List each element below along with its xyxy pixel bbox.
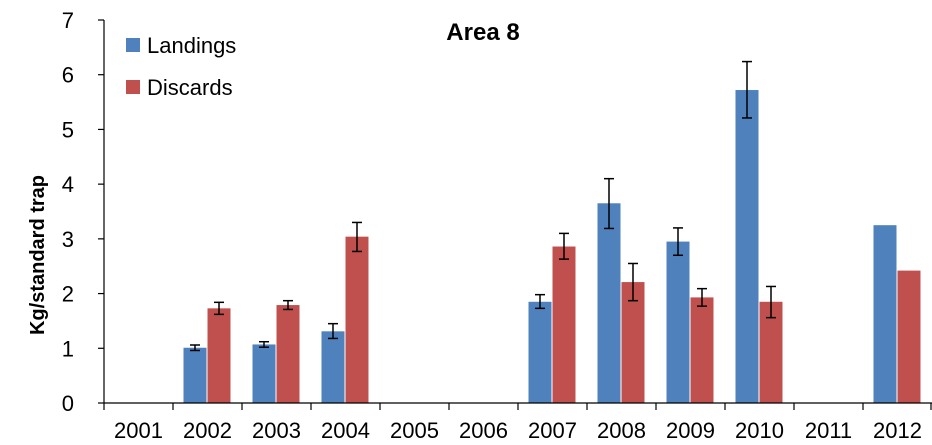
y-tick-label-4: 4 <box>62 172 74 197</box>
x-tick-label-2012: 2012 <box>873 418 922 443</box>
error-bar-landings-2009 <box>673 227 683 257</box>
x-tick-label-2001: 2001 <box>114 418 163 443</box>
x-tick-label-2003: 2003 <box>252 418 301 443</box>
x-tick-label-2009: 2009 <box>666 418 715 443</box>
bar-discards-2009 <box>690 297 714 403</box>
bar-landings-2010 <box>735 90 759 403</box>
error-bar-discards-2004 <box>352 221 362 253</box>
x-tick-label-2004: 2004 <box>321 418 370 443</box>
error-bar-landings-2003 <box>259 340 269 348</box>
error-bar-discards-2007 <box>559 232 569 260</box>
bar-landings-2002 <box>183 347 207 403</box>
bar-landings-2004 <box>321 331 345 403</box>
error-bar-landings-2010 <box>742 60 752 119</box>
x-tick-label-2008: 2008 <box>597 418 646 443</box>
legend-swatch-landings <box>126 38 140 52</box>
bar-discards-2003 <box>276 305 300 403</box>
error-bar-landings-2008 <box>604 177 614 230</box>
legend-swatch-discards <box>126 80 140 94</box>
plot-area: 0 1 2 3 4 5 6 7 2001 2002 2003 2004 2005 2006 2007 2008… <box>62 8 932 443</box>
bar-landings-2003 <box>252 344 276 403</box>
error-bar-landings-2002 <box>190 344 200 352</box>
error-bar-discards-2010 <box>766 285 776 319</box>
error-bar-landings-2004 <box>328 322 338 340</box>
y-tick-label-6: 6 <box>62 63 74 88</box>
error-bar-discards-2003 <box>283 299 293 311</box>
y-tick-label-2: 2 <box>62 282 74 307</box>
error-bar-discards-2002 <box>214 301 224 316</box>
x-tick-label-2007: 2007 <box>528 418 577 443</box>
x-tick-label-2006: 2006 <box>459 418 508 443</box>
bar-landings-2012 <box>873 225 897 403</box>
bar-discards-2008 <box>621 282 645 403</box>
y-axis-label: Kg/standard trap <box>27 175 49 335</box>
y-tick-label-1: 1 <box>62 336 74 361</box>
error-bar-discards-2009 <box>697 287 707 307</box>
x-tick-label-2002: 2002 <box>183 418 232 443</box>
x-tick-label-2010: 2010 <box>735 418 784 443</box>
bar-discards-2012 <box>897 270 921 403</box>
y-tick-label-3: 3 <box>62 227 74 252</box>
bar-landings-2008 <box>597 203 621 403</box>
x-tick-label-2005: 2005 <box>390 418 439 443</box>
y-tick-label-7: 7 <box>62 8 74 33</box>
legend-label-landings: Landings <box>147 33 236 58</box>
y-tick-label-0: 0 <box>62 391 74 416</box>
bar-landings-2007 <box>528 301 552 403</box>
bar-discards-2002 <box>207 308 231 403</box>
error-bar-landings-2007 <box>535 293 545 310</box>
bar-discards-2007 <box>552 246 576 403</box>
y-tick-label-5: 5 <box>62 117 74 142</box>
error-bar-discards-2008 <box>628 262 638 302</box>
bar-discards-2010 <box>759 301 783 403</box>
chart-title: Area 8 <box>446 19 519 46</box>
x-tick-label-2011: 2011 <box>805 418 852 443</box>
bar-discards-2004 <box>345 236 369 403</box>
legend: Landings Discards <box>126 33 236 100</box>
bar-landings-2009 <box>666 241 690 403</box>
legend-label-discards: Discards <box>147 75 233 100</box>
